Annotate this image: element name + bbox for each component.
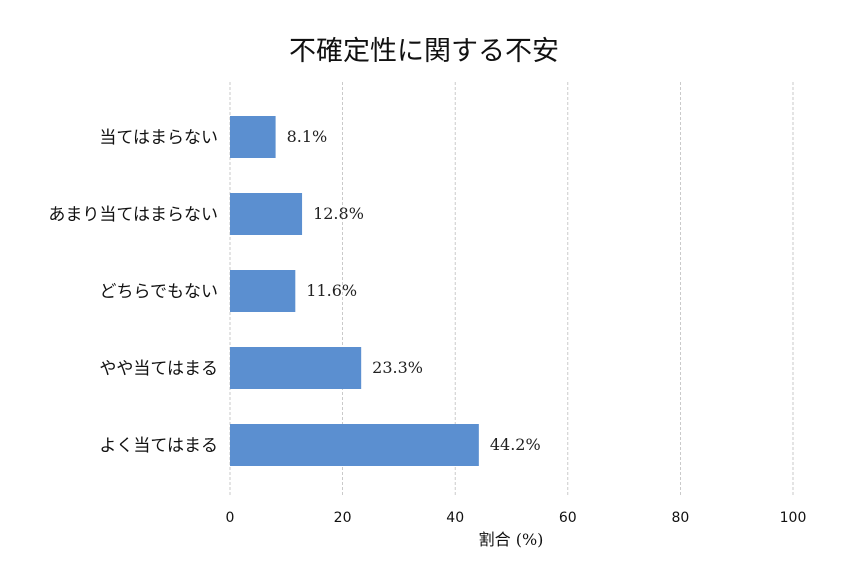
value-label-4: 44.2%	[490, 435, 541, 454]
bars	[230, 116, 479, 466]
bar-0	[230, 116, 276, 158]
value-labels: 8.1% 12.8% 11.6% 23.3% 44.2%	[287, 127, 541, 454]
category-label-1: あまり当てはまらない	[48, 205, 218, 225]
bar-4	[230, 424, 479, 466]
category-label-4: よく当てはまる	[99, 436, 218, 456]
bar-2	[230, 270, 296, 312]
category-label-3: やや当てはまる	[99, 359, 218, 379]
bar-1	[230, 193, 303, 235]
x-tick-labels: 0 20 40 60 80 100	[226, 510, 807, 526]
x-tick-label-80: 80	[671, 510, 689, 526]
value-label-0: 8.1%	[287, 127, 328, 146]
category-label-2: どちらでもない	[100, 282, 219, 302]
x-tick-label-40: 40	[446, 510, 464, 526]
value-label-3: 23.3%	[372, 358, 423, 377]
x-tick-label-0: 0	[226, 510, 235, 526]
x-tick-label-20: 20	[334, 510, 352, 526]
bar-3	[230, 347, 362, 389]
category-label-0: 当てはまらない	[99, 128, 218, 148]
x-tick-label-100: 100	[780, 510, 807, 526]
x-tick-label-60: 60	[559, 510, 577, 526]
chart-title: 不確定性に関する不安	[289, 36, 559, 67]
value-label-1: 12.8%	[313, 204, 364, 223]
value-label-2: 11.6%	[306, 281, 357, 300]
x-axis-label: 割合 (%)	[479, 530, 544, 549]
